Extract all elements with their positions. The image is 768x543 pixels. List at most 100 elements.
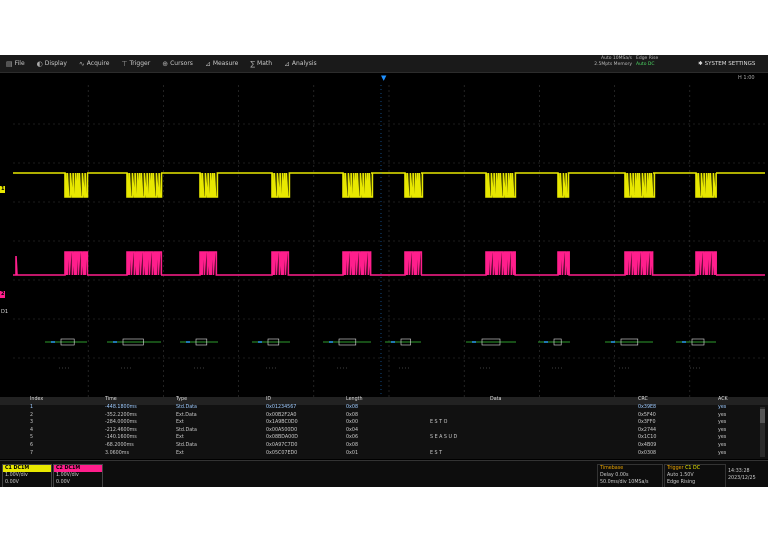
acquire-icon: ∿ xyxy=(78,59,85,68)
decode-frame-box[interactable] xyxy=(267,338,280,346)
system-settings-button[interactable]: ✱ SYSTEM SETTINGS xyxy=(698,57,766,70)
ch1-waveform xyxy=(13,172,765,198)
menu-file[interactable]: ▤ File xyxy=(0,55,31,72)
table-cell: yes xyxy=(718,443,727,448)
table-row[interactable]: 6 -68.2000ms Std.Data 0x0A97C7D0 0x08 0x4B09 y… xyxy=(0,443,768,451)
menu-math[interactable]: ∑ Math xyxy=(244,55,278,72)
menu-trigger[interactable]: ⊤ Trigger xyxy=(115,55,156,72)
display-icon: ◐ xyxy=(36,59,43,68)
table-cell: 7 xyxy=(30,450,34,456)
decode-frame-box[interactable] xyxy=(400,338,411,346)
decode-frame-box[interactable] xyxy=(481,338,501,346)
ch2-name: C2 xyxy=(56,466,63,471)
table-cell: yes xyxy=(718,435,727,441)
ch1-info-box[interactable]: C1 DC1M 1.00V/div 0.00V xyxy=(2,464,52,487)
menu-analysis[interactable]: ⊿ Analysis xyxy=(278,55,323,72)
col-index-header: Index xyxy=(30,397,44,402)
table-cell: yes xyxy=(718,412,727,418)
table-cell: E S T O xyxy=(430,420,448,426)
timebase-title: Timebase xyxy=(600,466,624,471)
decode-frame-box[interactable] xyxy=(195,338,208,346)
menu-display[interactable]: ◐ Display xyxy=(31,55,73,72)
settings-icon: ✱ xyxy=(698,60,703,67)
menu-measure[interactable]: ⊿ Measure xyxy=(199,55,244,72)
ch1-offset-marker[interactable]: 1 xyxy=(0,186,6,193)
col-crc-header: CRC xyxy=(638,397,648,402)
decode-bus-trace xyxy=(45,338,716,369)
decode-bus-marker[interactable]: D1 xyxy=(1,309,9,315)
table-cell: S E A S U D xyxy=(430,435,458,441)
table-cell: Std.Data xyxy=(176,427,197,433)
table-cell: -68.2000ms xyxy=(105,443,134,448)
acquire-status[interactable]: Auto 10MSa/s 2.5Mpts Memory xyxy=(572,56,632,68)
menu-acquire[interactable]: ∿ Acquire xyxy=(73,55,115,72)
table-row[interactable]: 7 3.0600ms Ext 0x05C07ED0 0x01 E S T 0x0308 yes xyxy=(0,451,768,459)
menu-cursors[interactable]: ⊕ Cursors xyxy=(156,55,199,72)
decode-frame-box[interactable] xyxy=(122,338,144,346)
table-cell: 0x0308 xyxy=(638,450,657,456)
menu-trigger-label: Trigger xyxy=(129,60,151,67)
table-cell: -212.4600ms xyxy=(105,427,137,433)
menu-display-label: Display xyxy=(44,60,67,67)
table-cell: yes xyxy=(718,450,727,456)
folder-icon: ▤ xyxy=(6,59,13,68)
table-cell: yes xyxy=(718,405,727,410)
table-cell: yes xyxy=(718,427,727,433)
menu-measure-label: Measure xyxy=(212,60,239,67)
trigger-status[interactable]: Edge Rise Auto DC xyxy=(636,56,694,68)
menu-cursors-label: Cursors xyxy=(170,60,193,67)
trigger-mode: Auto xyxy=(667,473,679,478)
ch2-scale: 1.00V/div xyxy=(56,473,79,478)
table-row[interactable]: 4 -212.4600ms Std.Data 0x00A500D0 0x04 0x2744… xyxy=(0,428,768,436)
menu-acquire-label: Acquire xyxy=(86,60,110,67)
table-cell: Ext xyxy=(176,420,184,426)
table-row[interactable]: 2 -352.2200ms Ext.Data 0x00B2F2A0 0x08 0x5F40… xyxy=(0,413,768,421)
table-row[interactable]: 5 -140.1600ms Ext 0x08BDA00D 0x06 S E A S U D… xyxy=(0,435,768,443)
decode-table: Index Time Type ID Length Data CRC ACK 1… xyxy=(0,397,768,459)
table-cell: 6 xyxy=(30,443,34,448)
timebase-delay: Delay 0.00s xyxy=(598,472,662,479)
table-cell: 0x05C07ED0 xyxy=(266,450,298,456)
menu-analysis-label: Analysis xyxy=(291,60,317,67)
col-length-header: Length xyxy=(346,397,363,402)
acquire-status-line1: Auto 10MSa/s xyxy=(601,56,632,61)
system-settings-label: SYSTEM SETTINGS xyxy=(704,60,756,67)
table-cell: 0x00B2F2A0 xyxy=(266,412,297,418)
timebase-info-box[interactable]: Timebase Delay 0.00s 50.0ms/div 10MSa/s xyxy=(597,464,663,487)
table-cell: 2 xyxy=(30,412,34,418)
trigger-mode-level: Auto 1.50V xyxy=(665,472,725,479)
table-cell: 0x08 xyxy=(346,443,358,448)
scrollbar-thumb[interactable] xyxy=(760,409,765,423)
table-row[interactable]: 3 -284.0000ms Ext 0x1A9BC0D0 0x00 E S T O 0x3F… xyxy=(0,420,768,428)
table-cell: 4 xyxy=(30,427,34,433)
ch2-info-box[interactable]: C2 DC1M 1.00V/div 0.00V xyxy=(53,464,103,487)
table-cell: 0x08 xyxy=(346,412,358,418)
table-cell: -448.1800ms xyxy=(105,405,137,410)
trigger-status-line2: Auto DC xyxy=(636,62,655,67)
decode-frame-box[interactable] xyxy=(553,338,562,346)
decode-frame-box[interactable] xyxy=(60,338,75,346)
table-cell: 0x08 xyxy=(346,405,358,410)
decode-frame-box[interactable] xyxy=(338,338,357,346)
decode-frame-box[interactable] xyxy=(691,338,705,346)
table-cell: 0x08BDA00D xyxy=(266,435,298,441)
ch2-offset-marker[interactable]: 2 xyxy=(0,291,6,298)
clock: 14:33:28 2023/12/25 xyxy=(728,468,756,482)
table-row[interactable]: 1 -448.1800ms Std.Data 0x01234567 0x08 0x39E8… xyxy=(0,405,768,413)
table-cell: 0x06 xyxy=(346,435,358,441)
table-cell: 1 xyxy=(30,405,34,410)
analysis-icon: ⊿ xyxy=(284,59,290,68)
trigger-info-box[interactable]: Trigger C1 DC Auto 1.50V Edge Rising xyxy=(664,464,726,487)
col-time-header: Time xyxy=(105,397,117,402)
menu-file-label: File xyxy=(14,60,25,67)
decode-frame-box[interactable] xyxy=(620,338,639,346)
acquire-status-line2: 2.5Mpts Memory xyxy=(594,62,632,67)
table-scrollbar[interactable] xyxy=(760,407,765,457)
table-cell: Ext xyxy=(176,435,184,441)
table-cell: -284.0000ms xyxy=(105,420,137,426)
table-cell: 5 xyxy=(30,435,34,441)
trigger-position-marker[interactable]: ▼ xyxy=(381,74,387,82)
table-cell: 0x3FF0 xyxy=(638,420,656,426)
table-cell: 0x2744 xyxy=(638,427,657,433)
table-cell: 0x5F40 xyxy=(638,412,656,418)
